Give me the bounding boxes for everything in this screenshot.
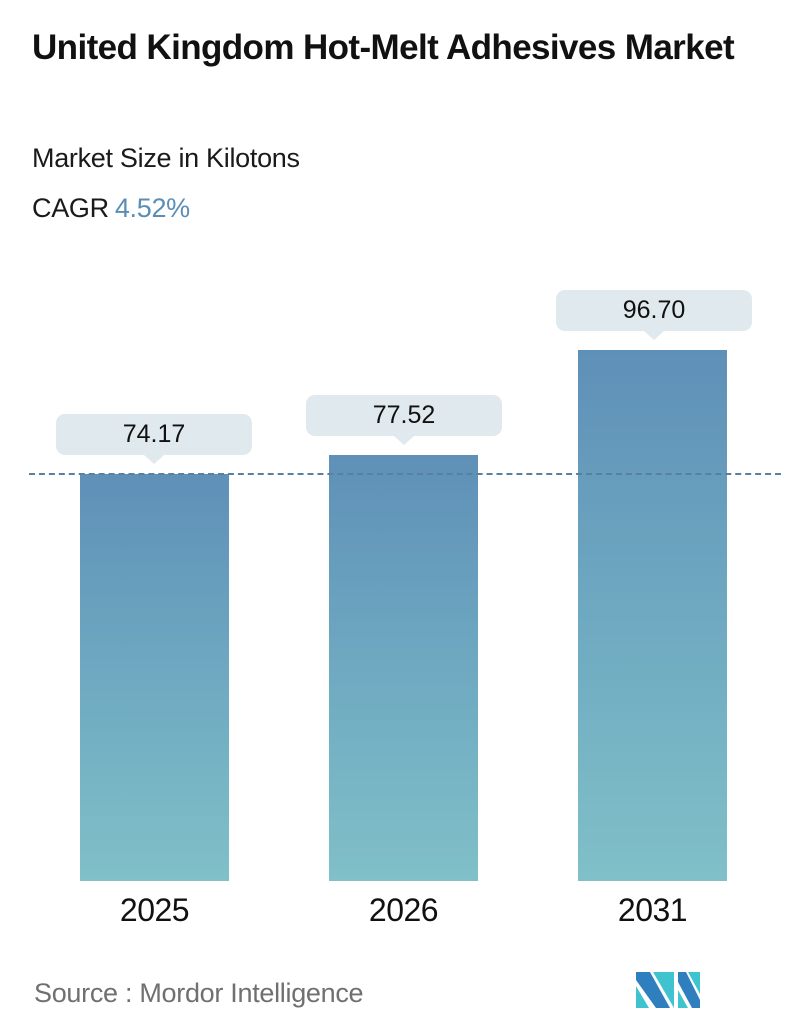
cagr-value: 4.52% [114,193,190,223]
bar-2031 [578,350,727,881]
chart-title: United Kingdom Hot-Melt Adhesives Market [32,28,735,67]
source-text: Source : Mordor Intelligence [34,978,364,1008]
bar-2026 [329,455,478,881]
value-label-2025: 74.17 [56,414,252,464]
value-label-2031: 96.70 [556,290,752,340]
x-label-2031: 2031 [617,892,688,928]
mordor-intelligence-logo-icon [636,972,700,1008]
reference-dashed-line [29,473,781,475]
cagr-text: CAGR 4.52% [32,190,190,226]
value-label-2026: 77.52 [306,395,502,445]
chart-subtitle: Market Size in Kilotons [32,143,300,173]
x-label-2026: 2026 [368,892,439,928]
cagr-label: CAGR [32,193,109,223]
bar-2025 [80,474,229,881]
x-label-2025: 2025 [119,892,190,928]
